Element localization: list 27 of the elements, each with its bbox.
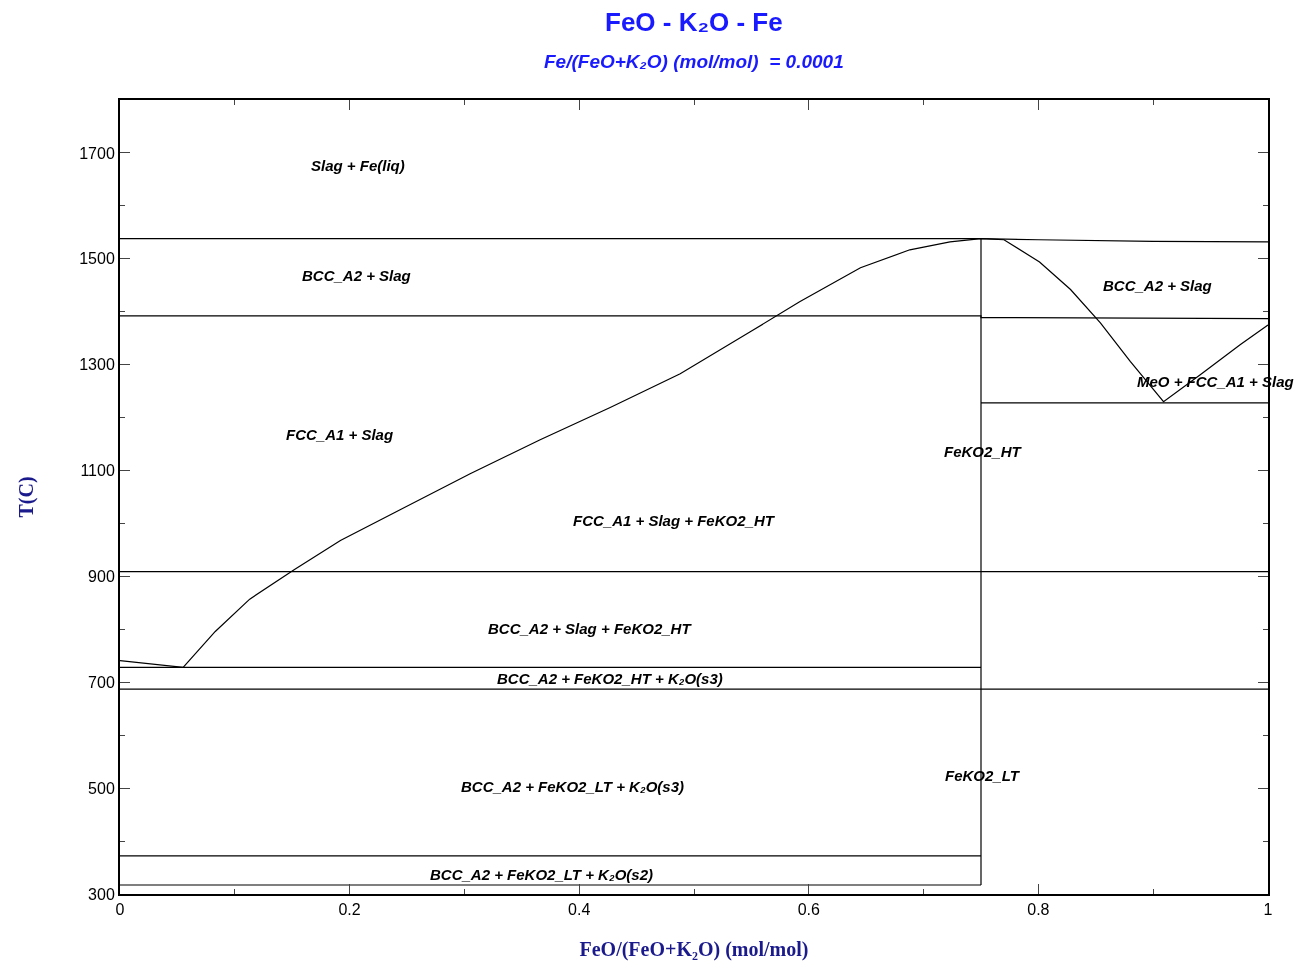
chart-title: FeO - K₂O - Fe [605, 7, 783, 37]
x-tick-label: 0.2 [338, 901, 361, 919]
x-tick-label: 0.6 [797, 901, 821, 919]
annotation: BCC_A2 + Slag [302, 267, 411, 284]
y-tick-label: 900 [88, 568, 115, 585]
x-tick-label: 0.8 [1027, 901, 1050, 919]
y-tick-label: 1500 [79, 250, 115, 268]
y-tick-label: 1300 [79, 356, 115, 374]
x-tick-label: 0 [115, 901, 125, 919]
y-tick-label: 1700 [79, 144, 115, 162]
y-tick-label: 1100 [80, 462, 115, 480]
x-axis-title: FeO/(FeO+K₂O) (mol/mol) [579, 938, 809, 962]
chart-subtitle: Fe/(FeO+K₂O) (mol/mol) = 0.0001 [544, 51, 844, 72]
y-tick-label: 500 [88, 779, 115, 797]
annotation: FCC_A1 + Slag + FeKO2_HT [573, 512, 776, 529]
annotation: BCC_A2 + Slag [1103, 277, 1212, 294]
x-tick-label: 0.4 [568, 901, 591, 919]
y-tick-label: 700 [88, 673, 115, 691]
y-tick-label: 300 [88, 885, 115, 903]
annotation: BCC_A2 + Slag + FeKO2_HT [488, 620, 693, 637]
annotation: FCC_A1 + Slag [286, 426, 394, 443]
x-tick-label: 1 [1263, 901, 1273, 919]
annotation: BCC_A2 + FeKO2_LT + K₂O(s3) [461, 778, 685, 795]
annotation: Slag + Fe(liq) [311, 157, 405, 174]
annotation: BCC_A2 + FeKO2_HT + K₂O(s3) [497, 670, 723, 687]
y-axis-title: T(C) [15, 476, 39, 518]
annotation: BCC_A2 + FeKO2_LT + K₂O(s2) [430, 866, 654, 883]
